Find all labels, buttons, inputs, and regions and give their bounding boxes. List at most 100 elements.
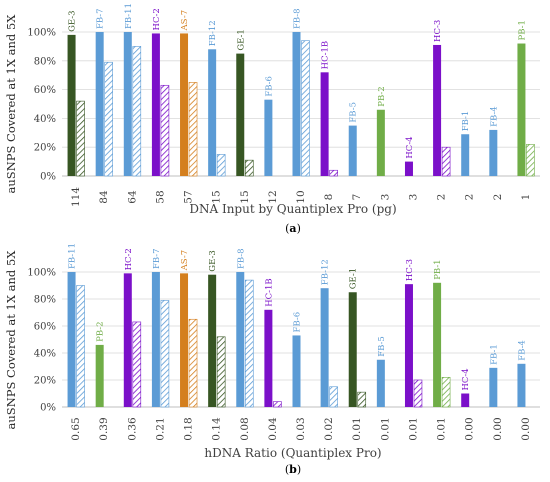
- sample-label: FB-6: [264, 76, 274, 97]
- sample-label: FB-5: [377, 336, 387, 357]
- x-tick-label: 7: [351, 194, 363, 201]
- x-tick-label: 10: [295, 190, 307, 203]
- sample-label: PB-1: [517, 20, 527, 40]
- x-tick-label: 57: [183, 190, 195, 203]
- x-tick-label: 2: [464, 194, 476, 201]
- bar-1x-hc-4: [461, 393, 470, 407]
- sample-label: PB-2: [96, 321, 106, 341]
- x-tick-label: 0.14: [211, 417, 223, 441]
- bar-1x-ge-1: [236, 53, 245, 176]
- x-tick-label: 0.04: [267, 417, 279, 441]
- bar-1x-fb-1: [489, 367, 498, 407]
- bar-1x-fb-7: [95, 32, 104, 176]
- bar-1x-fb-12: [320, 288, 329, 407]
- x-tick-label: 0.36: [126, 417, 138, 441]
- bar-1x-fb-5: [376, 359, 385, 407]
- bar-5x-hc-2: [132, 321, 142, 408]
- sample-label: FB-7: [96, 8, 106, 29]
- bar-1x-fb-4: [489, 129, 498, 176]
- sample-label: FB-7: [152, 248, 162, 269]
- y-tick-label: 100%: [27, 28, 56, 39]
- x-tick-label: 3: [379, 194, 391, 201]
- bar-1x-ge-1: [348, 292, 357, 407]
- x-tick-label: 114: [70, 187, 82, 207]
- panel-label: (b): [285, 463, 301, 476]
- sample-label: HC-4: [405, 136, 415, 158]
- x-tick-label: 8: [323, 194, 335, 201]
- bar-1x-as-7: [180, 33, 189, 176]
- sample-label: HC-2: [124, 248, 134, 270]
- sample-label: HC-2: [152, 8, 162, 30]
- bar-1x-hc-1b: [320, 72, 329, 176]
- sample-label: FB-1: [461, 111, 471, 132]
- bar-5x-hc-1b: [273, 401, 282, 408]
- sample-label: GE-3: [208, 250, 218, 271]
- bar-1x-fb-5: [348, 125, 357, 176]
- x-tick-label: 84: [98, 190, 110, 204]
- sample-label: FB-8: [236, 248, 246, 269]
- y-tick-label: 80%: [34, 295, 56, 306]
- x-tick-label: 0.18: [183, 417, 195, 440]
- x-tick-label: 0.39: [98, 417, 110, 440]
- bar-1x-hc-2: [151, 33, 160, 176]
- x-tick-label: 15: [239, 190, 251, 203]
- y-axis-label: auSNPS Covered at 1X and 5X: [4, 250, 18, 430]
- sample-label: GE-3: [68, 10, 78, 31]
- bar-5x-as-7: [188, 82, 198, 177]
- sample-label: AS-7: [180, 250, 190, 272]
- sample-label: PB-2: [377, 86, 387, 106]
- chart-panel-b: 0% 20% 40% 60% 80% 100% auSNPS Covered at 1X a…: [4, 243, 540, 476]
- bar-1x-fb-7: [151, 272, 160, 407]
- sample-label: GE-1: [349, 268, 359, 289]
- bar-5x-fb-11: [76, 285, 85, 408]
- sample-label: FB-4: [517, 340, 527, 361]
- sample-label: FB-4: [489, 106, 499, 127]
- x-tick-label: 3: [407, 194, 419, 201]
- bar-5x-ge-3: [76, 100, 85, 177]
- x-tick-label: 2: [492, 194, 504, 201]
- bar-5x-ge-1: [357, 391, 367, 408]
- bar-5x-pb-1: [441, 376, 451, 408]
- bar-1x-pb-1: [517, 43, 526, 176]
- x-tick-label: 15: [211, 190, 223, 203]
- x-tick-label: 0.01: [351, 417, 363, 440]
- bar-1x-fb-6: [264, 99, 273, 176]
- bar-1x-as-7: [180, 273, 189, 407]
- sample-label: AS-7: [180, 10, 190, 32]
- bar-1x-fb-8: [292, 32, 301, 176]
- bar-1x-fb-11: [67, 272, 76, 407]
- y-tick-label: 80%: [34, 56, 56, 67]
- bar-5x-fb-7: [160, 300, 170, 408]
- bar-1x-fb-11: [123, 32, 132, 176]
- chart-panel-a: 0% 20% 40% 60% 80% 100% auSNPS Covered at 1X a…: [4, 3, 540, 235]
- x-tick-label: 0.01: [436, 417, 448, 440]
- x-tick-label: 2: [436, 194, 448, 201]
- bar-5x-hc-2: [160, 84, 170, 177]
- x-tick-label: 0.02: [323, 417, 335, 440]
- x-tick-label: 0.00: [492, 417, 504, 440]
- bar-1x-ge-3: [208, 274, 217, 407]
- bar-5x-fb-8: [244, 279, 254, 408]
- panel-label: (a): [285, 222, 301, 235]
- bar-5x-hc-1b: [329, 169, 338, 177]
- x-tick-label: 12: [267, 190, 279, 203]
- x-tick-label: 64: [126, 190, 138, 204]
- bar-5x-as-7: [188, 318, 198, 408]
- y-tick-label: 0%: [40, 172, 56, 183]
- y-tick-label: 0%: [40, 403, 56, 414]
- bar-1x-fb-4: [517, 363, 526, 407]
- bar-5x-fb-12: [329, 386, 338, 408]
- bar-1x-pb-2: [95, 344, 104, 407]
- x-tick-label: 0.00: [520, 417, 532, 440]
- y-tick-label: 40%: [34, 114, 56, 125]
- sample-label: FB-11: [124, 3, 134, 29]
- bar-5x-fb-12: [216, 154, 226, 177]
- bar-1x-hc-3: [404, 284, 413, 407]
- bar-1x-hc-2: [123, 273, 132, 407]
- x-tick-label: 0.08: [239, 417, 251, 440]
- sample-label: HC-4: [461, 368, 471, 390]
- sample-label: FB-12: [208, 20, 218, 46]
- bar-5x-fb-7: [104, 61, 113, 177]
